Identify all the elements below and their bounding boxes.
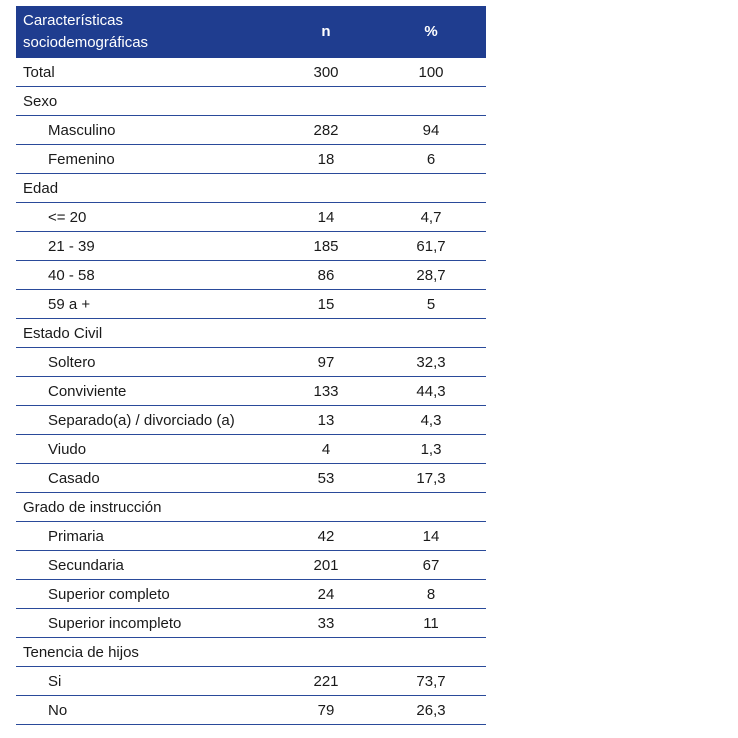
category-row: Grado de instrucción — [16, 493, 486, 522]
row-percent-value: 5 — [426, 295, 436, 313]
table-row: Viudo 4 1,3 — [16, 435, 486, 464]
row-label: Superior incompleto — [48, 614, 182, 632]
table-row: Superior incompleto 33 11 — [16, 609, 486, 638]
table-row: Masculino 282 94 — [16, 116, 486, 145]
table-row: Secundaria 201 67 — [16, 551, 486, 580]
row-label: Separado(a) / divorciado (a) — [48, 411, 235, 429]
table-row: Separado(a) / divorciado (a) 13 4,3 — [16, 406, 486, 435]
row-label: No — [48, 701, 68, 719]
row-label: 21 - 39 — [48, 237, 95, 255]
category-row: Tenencia de hijos — [16, 638, 486, 667]
sociodemographic-table: Características sociodemográficas n % To… — [16, 6, 486, 725]
category-label: Tenencia de hijos — [23, 643, 139, 661]
row-label: 59 a + — [48, 295, 91, 313]
category-label: Estado Civil — [23, 324, 103, 342]
row-label: Soltero — [48, 353, 96, 371]
row-label: Masculino — [48, 121, 116, 139]
table-body: Total 300 100 Sexo Masculino 282 94 Femenino 18 6… — [16, 58, 486, 725]
table-row: No 79 26,3 — [16, 696, 486, 725]
row-percent-value: 28,7 — [416, 266, 446, 284]
row-label: 40 - 58 — [48, 266, 95, 284]
row-n-value: 13 — [317, 411, 335, 429]
header-characteristics-line2: sociodemográficas — [23, 33, 149, 51]
row-label: Superior completo — [48, 585, 170, 603]
row-percent-value: 8 — [426, 585, 436, 603]
row-percent-value: 73,7 — [416, 672, 446, 690]
header-percent: % — [424, 23, 438, 40]
row-label: Conviviente — [48, 382, 127, 400]
row-label: <= 20 — [48, 208, 87, 226]
row-percent-value: 67 — [422, 556, 440, 574]
row-label: Casado — [48, 469, 100, 487]
row-n-value: 201 — [313, 556, 339, 574]
row-percent-value: 1,3 — [420, 440, 442, 458]
row-percent-value: 44,3 — [416, 382, 446, 400]
table-row: Si 221 73,7 — [16, 667, 486, 696]
header-characteristics-line1: Características — [23, 11, 124, 29]
row-n-value: 14 — [317, 208, 335, 226]
row-label: Viudo — [48, 440, 87, 458]
row-percent-value: 14 — [422, 527, 440, 545]
row-n-value: 221 — [313, 672, 339, 690]
row-label: Total — [23, 63, 55, 81]
row-label: Femenino — [48, 150, 115, 168]
row-n-value: 15 — [317, 295, 335, 313]
row-n-value: 97 — [317, 353, 335, 371]
table-row: Soltero 97 32,3 — [16, 348, 486, 377]
table-row: Superior completo 24 8 — [16, 580, 486, 609]
table-header: Características sociodemográficas n % — [16, 6, 486, 58]
row-label: Primaria — [48, 527, 104, 545]
table-row: Primaria 42 14 — [16, 522, 486, 551]
table-row: 59 a + 15 5 — [16, 290, 486, 319]
category-label: Grado de instrucción — [23, 498, 162, 516]
category-label: Sexo — [23, 92, 58, 110]
row-label: Si — [48, 672, 62, 690]
row-percent-value: 11 — [423, 614, 439, 632]
table-row: <= 20 14 4,7 — [16, 203, 486, 232]
row-n-value: 185 — [313, 237, 339, 255]
row-percent-value: 100 — [418, 63, 444, 81]
row-percent-value: 17,3 — [416, 469, 446, 487]
row-n-value: 300 — [313, 63, 339, 81]
row-n-value: 53 — [317, 469, 335, 487]
table-row: Casado 53 17,3 — [16, 464, 486, 493]
table-row: Femenino 18 6 — [16, 145, 486, 174]
row-percent-value: 94 — [422, 121, 440, 139]
category-label: Edad — [23, 179, 59, 197]
row-label: Secundaria — [48, 556, 124, 574]
row-percent-value: 4,3 — [420, 411, 442, 429]
row-n-value: 4 — [321, 440, 331, 458]
row-n-value: 86 — [317, 266, 335, 284]
row-n-value: 133 — [313, 382, 339, 400]
row-n-value: 282 — [313, 121, 339, 139]
row-percent-value: 26,3 — [416, 701, 446, 719]
table-row: 40 - 58 86 28,7 — [16, 261, 486, 290]
row-percent-value: 6 — [426, 150, 436, 168]
category-row: Edad — [16, 174, 486, 203]
table-row: Conviviente 133 44,3 — [16, 377, 486, 406]
row-n-value: 42 — [317, 527, 335, 545]
row-percent-value: 61,7 — [416, 237, 446, 255]
category-row: Estado Civil — [16, 319, 486, 348]
row-n-value: 79 — [317, 701, 335, 719]
table-row: 21 - 39 185 61,7 — [16, 232, 486, 261]
row-percent-value: 32,3 — [416, 353, 446, 371]
row-n-value: 18 — [317, 150, 335, 168]
header-n: n — [321, 23, 331, 40]
row-n-value: 24 — [317, 585, 335, 603]
row-n-value: 33 — [317, 614, 335, 632]
category-row: Sexo — [16, 87, 486, 116]
header-characteristics: Características sociodemográficas — [16, 10, 276, 54]
row-percent-value: 4,7 — [420, 208, 442, 226]
table-row: Total 300 100 — [16, 58, 486, 87]
